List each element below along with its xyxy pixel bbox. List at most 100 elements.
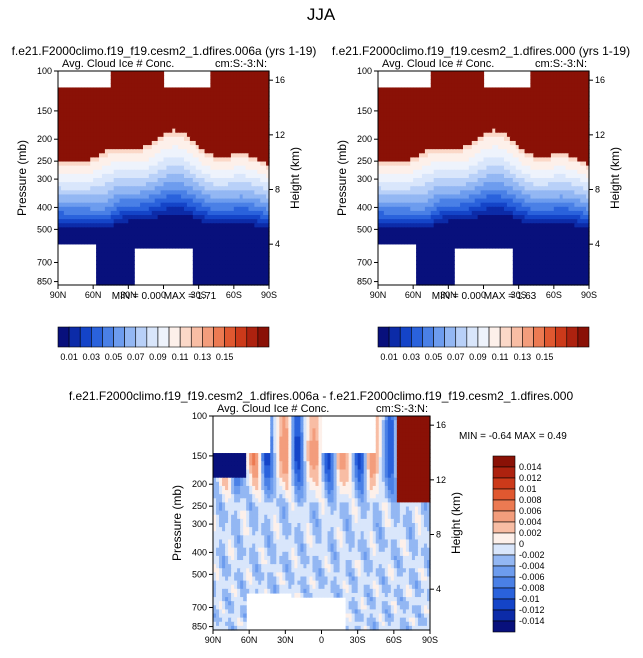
heatmap-cell: [547, 71, 552, 76]
heatmap-cell: [222, 186, 226, 191]
heatmap-cell: [204, 149, 209, 154]
heatmap-cell: [195, 194, 200, 200]
heatmap-cell: [245, 116, 250, 121]
heatmap-cell: [189, 169, 194, 175]
heatmap-cell: [178, 235, 182, 241]
heatmap-cell: [87, 235, 91, 241]
heatmap-cell: [69, 116, 74, 121]
heatmap-cell: [160, 169, 165, 175]
heatmap-cell: [236, 153, 241, 159]
heatmap-cell: [257, 280, 261, 286]
heatmap-cell: [116, 264, 121, 270]
heatmap-cell: [137, 112, 141, 117]
heatmap-cell: [230, 194, 235, 200]
heatmap-cell: [263, 103, 267, 109]
heatmap-cell: [63, 116, 68, 121]
heatmap-cell: [166, 243, 170, 249]
heatmap-cell: [245, 83, 250, 89]
heatmap-cell: [577, 79, 581, 84]
heatmap-cell: [236, 247, 241, 253]
heatmap-cell: [471, 75, 476, 80]
heatmap-cell: [251, 157, 255, 163]
heatmap-cell: [84, 145, 88, 150]
heatmap-cell: [207, 145, 211, 150]
heatmap-cell: [186, 227, 191, 233]
heatmap-cell: [242, 145, 247, 150]
heatmap-cell: [263, 108, 267, 113]
heatmap-cell: [401, 87, 405, 93]
heatmap-cell: [248, 223, 253, 228]
heatmap-cell: [104, 173, 109, 179]
heatmap-cell: [134, 157, 138, 163]
heatmap-cell: [201, 161, 206, 167]
heatmap-cell: [140, 169, 144, 175]
heatmap-cell: [216, 260, 220, 266]
heatmap-cell: [72, 91, 77, 97]
heatmap-cell: [263, 202, 267, 208]
heatmap-cell: [60, 161, 65, 167]
heatmap-cell: [151, 132, 156, 138]
heatmap-cell: [113, 272, 118, 278]
heatmap-cell: [107, 128, 112, 134]
heatmap-cell: [207, 243, 211, 249]
heatmap-cell: [128, 165, 132, 171]
heatmap-cell: [198, 112, 203, 117]
heatmap-cell: [175, 182, 179, 187]
heatmap-cell: [227, 280, 232, 286]
heatmap-cell: [104, 182, 109, 187]
heatmap-cell: [210, 99, 214, 105]
heatmap-cell: [251, 198, 255, 204]
heatmap-cell: [113, 219, 118, 224]
heatmap-cell: [169, 194, 173, 200]
heatmap-cell: [154, 120, 159, 126]
heatmap-cell: [201, 223, 206, 228]
heatmap-cell: [145, 103, 150, 109]
heatmap-cell: [154, 202, 159, 208]
heatmap-cell: [81, 140, 85, 146]
heatmap-cell: [101, 95, 106, 101]
heatmap-cell: [116, 87, 121, 93]
heatmap-cell: [195, 128, 200, 134]
heatmap-cell: [251, 194, 255, 200]
heatmap-cell: [248, 264, 253, 270]
heatmap-cell: [137, 165, 141, 171]
heatmap-cell: [230, 91, 235, 97]
heatmap-cell: [119, 79, 124, 84]
heatmap-cell: [72, 227, 77, 233]
heatmap-cell: [157, 120, 162, 126]
heatmap-cell: [210, 87, 214, 93]
heatmap-cell: [134, 231, 138, 237]
heatmap-cell: [69, 173, 74, 179]
heatmap-cell: [227, 161, 232, 167]
heatmap-cell: [157, 194, 162, 200]
heatmap-cell: [257, 157, 261, 163]
heatmap-cell: [219, 202, 223, 208]
heatmap-cell: [189, 235, 194, 241]
heatmap-cell: [225, 231, 229, 237]
heatmap-cell: [189, 198, 194, 204]
heatmap-cell: [207, 235, 211, 241]
heatmap-cell: [210, 256, 214, 261]
heatmap-cell: [72, 136, 77, 142]
heatmap-cell: [66, 198, 71, 204]
heatmap-cell: [101, 153, 106, 159]
heatmap-cell: [207, 99, 211, 105]
heatmap-cell: [198, 157, 203, 163]
heatmap-cell: [236, 161, 241, 167]
heatmap-cell: [242, 219, 247, 224]
heatmap-cell: [233, 260, 238, 266]
heatmap-cell: [87, 136, 91, 142]
heatmap-cell: [122, 202, 126, 208]
heatmap-cell: [245, 169, 250, 175]
heatmap-cell: [151, 112, 156, 117]
heatmap-cell: [151, 206, 156, 212]
heatmap-cell: [242, 153, 247, 159]
heatmap-cell: [145, 140, 150, 146]
heatmap-cell: [181, 223, 185, 228]
heatmap-cell: [219, 75, 223, 80]
heatmap-cell: [175, 108, 179, 113]
heatmap-cell: [166, 124, 170, 130]
heatmap-cell: [113, 239, 118, 245]
heatmap-cell: [145, 91, 150, 97]
heatmap-cell: [583, 71, 587, 76]
